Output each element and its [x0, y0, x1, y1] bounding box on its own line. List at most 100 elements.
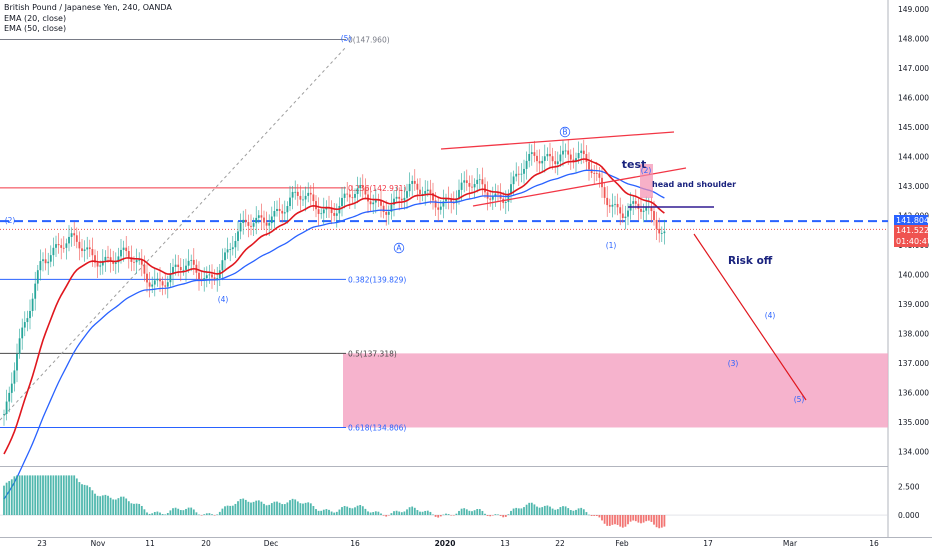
- osc-bar: [252, 501, 255, 516]
- candle-body: [533, 152, 536, 156]
- candle-body: [16, 353, 18, 371]
- osc-bar: [385, 515, 388, 517]
- osc-bar: [593, 515, 596, 516]
- osc-bar: [408, 507, 411, 516]
- candle-body: [166, 282, 169, 287]
- candle-body: [117, 256, 120, 263]
- osc-bar: [556, 509, 559, 516]
- osc-bar: [595, 515, 598, 516]
- candle-body: [333, 213, 336, 216]
- osc-bar: [374, 511, 377, 516]
- candle-body: [439, 206, 442, 210]
- osc-bar: [34, 475, 37, 516]
- osc-bar: [611, 515, 614, 525]
- candle-body: [101, 260, 104, 266]
- osc-bar: [153, 511, 156, 516]
- candle-body: [369, 201, 372, 205]
- candle-body: [302, 199, 304, 201]
- osc-bar: [419, 511, 421, 516]
- x-tick-label: 13: [500, 539, 510, 548]
- y-tick-label: 138.000: [898, 329, 929, 338]
- fib-target-zone: [343, 353, 888, 428]
- osc-bar: [343, 505, 346, 516]
- osc-bar: [218, 511, 221, 516]
- wave-5-label: (5): [341, 34, 352, 43]
- osc-bar: [387, 515, 390, 516]
- osc-bar: [413, 507, 416, 516]
- risk-off-label: Risk off: [728, 255, 773, 267]
- candle-body: [112, 260, 115, 264]
- osc-bar: [398, 511, 401, 516]
- candle-body: [359, 184, 362, 189]
- candle-body: [621, 213, 624, 219]
- projected-wave-4-label: (4): [765, 311, 776, 320]
- candle-body: [172, 266, 174, 275]
- candle-body: [29, 310, 31, 319]
- osc-bar: [244, 499, 247, 516]
- candle-body: [393, 198, 395, 205]
- candle-body: [655, 220, 658, 229]
- osc-bar: [161, 514, 164, 516]
- candle-body: [478, 179, 481, 181]
- candle-body: [57, 244, 60, 246]
- osc-bar: [369, 512, 372, 516]
- y-tick-label: 143.000: [898, 182, 929, 191]
- osc-bar: [598, 515, 601, 518]
- candle-body: [273, 211, 276, 217]
- candle-body: [437, 207, 440, 210]
- candle-body: [148, 282, 151, 287]
- candle-body: [434, 200, 437, 208]
- osc-bar: [367, 511, 369, 516]
- candle-body: [107, 256, 109, 258]
- candle-body: [416, 183, 419, 190]
- candle-body: [44, 259, 47, 264]
- osc-bar: [463, 508, 466, 516]
- osc-bar: [564, 506, 567, 516]
- osc-bar: [78, 482, 81, 516]
- osc-bar: [346, 506, 349, 516]
- osc-bar: [174, 507, 177, 516]
- candle-body: [380, 200, 382, 206]
- osc-bar: [263, 503, 265, 516]
- candle-body: [580, 150, 583, 154]
- osc-bar: [234, 503, 237, 516]
- candle-body: [83, 249, 86, 251]
- y-tick-label: 149.000: [898, 5, 929, 14]
- osc-bar: [47, 475, 50, 516]
- candle-body: [421, 193, 424, 195]
- osc-bar: [473, 510, 476, 516]
- osc-bar: [484, 513, 486, 516]
- candle-body: [471, 186, 473, 188]
- symbol-title[interactable]: British Pound / Japanese Yen, 240, OANDA: [4, 3, 172, 12]
- candle-body: [590, 169, 593, 174]
- osc-bar: [601, 515, 603, 521]
- osc-bar: [328, 509, 330, 516]
- osc-bar: [629, 515, 632, 522]
- osc-bar: [640, 515, 642, 524]
- osc-bar: [198, 514, 200, 516]
- ema20-legend[interactable]: EMA (20, close): [4, 13, 67, 23]
- candle-body: [460, 182, 463, 190]
- osc-bar: [299, 503, 302, 516]
- candle-body: [263, 217, 265, 223]
- ema50-legend[interactable]: EMA (50, close): [4, 24, 67, 33]
- candle-body: [13, 370, 16, 384]
- osc-bar: [572, 510, 575, 516]
- candle-body: [374, 199, 377, 203]
- candle-body: [36, 270, 39, 284]
- head-and-shoulder-label: head and shoulder: [652, 180, 736, 189]
- osc-bar: [465, 509, 468, 516]
- x-tick-label: 16: [350, 539, 360, 548]
- candle-body: [21, 327, 24, 339]
- osc-bar: [411, 506, 414, 516]
- candle-body: [221, 260, 224, 271]
- osc-bar: [403, 511, 406, 516]
- candle-body: [606, 197, 609, 206]
- candle-body: [299, 195, 302, 200]
- osc-y-tick-label: 2.500: [898, 483, 920, 492]
- candle-body: [569, 154, 572, 160]
- wave-2-label: (2): [641, 166, 652, 175]
- osc-bar: [221, 508, 224, 516]
- osc-bar: [213, 515, 216, 516]
